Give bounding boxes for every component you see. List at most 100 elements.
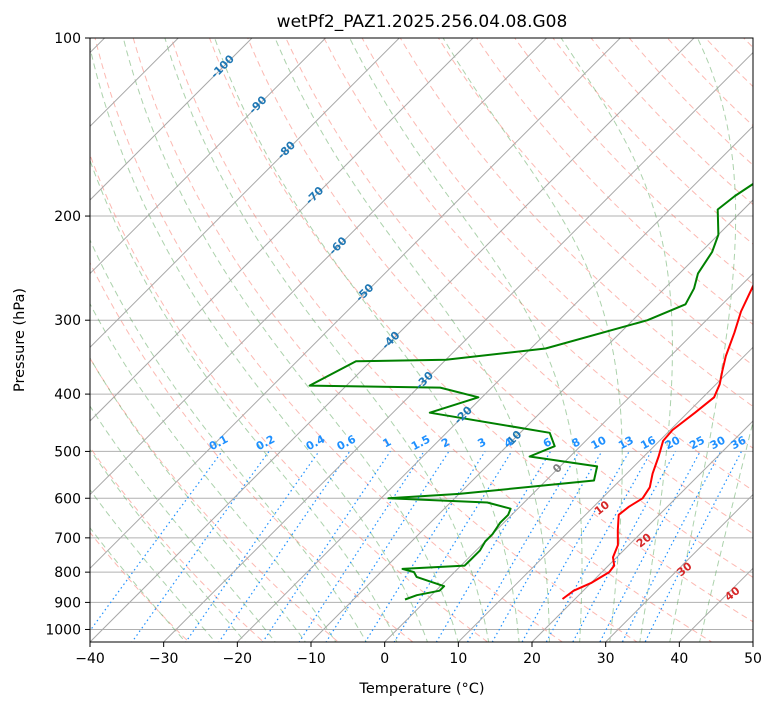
isotherm-line (90, 38, 180, 128)
isotherm-line (90, 38, 622, 570)
x-tick-label: 0 (380, 651, 389, 667)
mixing-ratio-line (599, 451, 701, 642)
dry-adiabat-line (132, 38, 638, 642)
pressure-gridlines (90, 38, 753, 630)
x-tick-label: −30 (149, 651, 179, 667)
isotherm-line (90, 38, 253, 201)
moist-adiabat-line (90, 405, 276, 642)
isotherm-line (90, 38, 695, 642)
dry-adiabat-line (476, 38, 753, 326)
moist-adiabat-line (164, 38, 490, 642)
mixing-ratio-line (491, 451, 603, 642)
moist-adiabat-line (442, 38, 623, 642)
x-axis-ticks: −40 −30 −20 −10 0 10 20 30 40 50 (75, 642, 762, 667)
moist-adiabat-line (699, 419, 753, 642)
mixing-ratio-line (435, 451, 552, 642)
mixing-ratio-line (131, 451, 270, 642)
dry-adiabat-line (94, 38, 564, 642)
moist-adiabat-line (90, 526, 187, 642)
moist-adiabat-line (274, 38, 550, 642)
y-tick-label: 500 (54, 444, 81, 460)
x-tick-label: −20 (223, 651, 253, 667)
y-tick-label: 400 (54, 387, 81, 403)
isotherms (0, 11, 753, 654)
mixing-ratio-label: 16 (638, 433, 658, 452)
mixing-ratio-line (325, 451, 450, 642)
mixing-ratio-label: 30 (708, 433, 728, 452)
dry-adiabat-line (323, 38, 753, 492)
x-tick-label: −10 (296, 651, 326, 667)
y-tick-label: 800 (54, 565, 81, 581)
plot-area (90, 38, 753, 642)
x-tick-label: 50 (744, 651, 762, 667)
isotherm-line (383, 272, 753, 642)
sounding-series (308, 182, 753, 601)
mixing-ratio-label: 36 (729, 433, 749, 452)
y-tick-label: 1000 (45, 622, 81, 638)
dry-adiabats (90, 11, 775, 654)
isotherm-line (236, 125, 753, 642)
dry-adiabat-line (247, 38, 753, 578)
moist-adiabat-line (349, 38, 583, 642)
y-axis-label: Pressure (hPa) (12, 288, 28, 392)
moist-adiabat-line (560, 38, 673, 642)
x-tick-label: 30 (597, 651, 615, 667)
dry-adiabat-line (90, 446, 265, 642)
y-tick-label: 600 (54, 491, 81, 507)
x-tick-label: 40 (670, 651, 688, 667)
mixing-ratio-label: 25 (687, 434, 707, 453)
dry-adiabat-line (90, 261, 414, 642)
x-tick-label: 10 (449, 651, 467, 667)
mixing-ratio-line (621, 451, 722, 642)
mixing-ratio-line (393, 451, 513, 642)
mixing-ratio-line (545, 451, 652, 642)
plot-frame (89, 37, 754, 643)
isotherm-line (310, 199, 753, 642)
moist-adiabat-line (90, 238, 367, 642)
dry-adiabat-line (208, 38, 753, 623)
x-tick-label: 20 (523, 651, 541, 667)
isotherm-line (90, 38, 401, 349)
moist-adiabat-line (90, 158, 398, 642)
sounding-line (308, 182, 753, 601)
dry-adiabat-line (90, 357, 340, 642)
moist-adiabat-line (90, 302, 337, 642)
mixing-ratio-line (466, 451, 580, 642)
dry-adiabat-line (755, 11, 775, 654)
moist-adiabat-line (214, 38, 520, 642)
isotherm-line (90, 38, 548, 496)
mixing-ratio-label: 10 (589, 433, 609, 452)
dry-adiabat-line (361, 38, 753, 449)
moist-adiabat-line (669, 38, 737, 642)
y-tick-label: 700 (54, 531, 81, 547)
y-tick-label: 900 (54, 595, 81, 611)
y-tick-label: 300 (54, 313, 81, 329)
mixing-ratio-line (644, 451, 743, 642)
y-tick-label: 200 (54, 209, 81, 225)
mixing-ratio-line (572, 451, 677, 642)
y-tick-label: 100 (54, 31, 81, 47)
chart-title: wetPf2_PAZ1.2025.256.04.08.G08 (277, 12, 568, 32)
dry-adiabat-line (90, 153, 489, 642)
mixing-ratio-line (521, 451, 630, 642)
isotherm-line (604, 493, 753, 642)
isotherm-line (90, 38, 474, 422)
dry-adiabat-line (514, 38, 753, 285)
isotherm-line (162, 51, 753, 642)
isotherm-line (457, 346, 753, 642)
y-axis-ticks: 100 200 300 400 500 600 700 800 900 1000 (45, 31, 90, 638)
x-axis-label: Temperature (°C) (358, 681, 484, 697)
mixing-ratio-label: 13 (616, 434, 636, 453)
mixing-ratio-label: 20 (663, 433, 683, 452)
isotherm-line (90, 38, 327, 275)
moist-adiabat-line (90, 488, 216, 642)
dry-adiabat-line (90, 531, 190, 642)
dry-adiabat-line (170, 38, 713, 642)
x-tick-label: −40 (75, 651, 105, 667)
sounding-line (561, 283, 753, 600)
isotherm-line (531, 420, 753, 642)
isotherm-line (0, 11, 58, 654)
moist-adiabat-line (90, 448, 246, 642)
